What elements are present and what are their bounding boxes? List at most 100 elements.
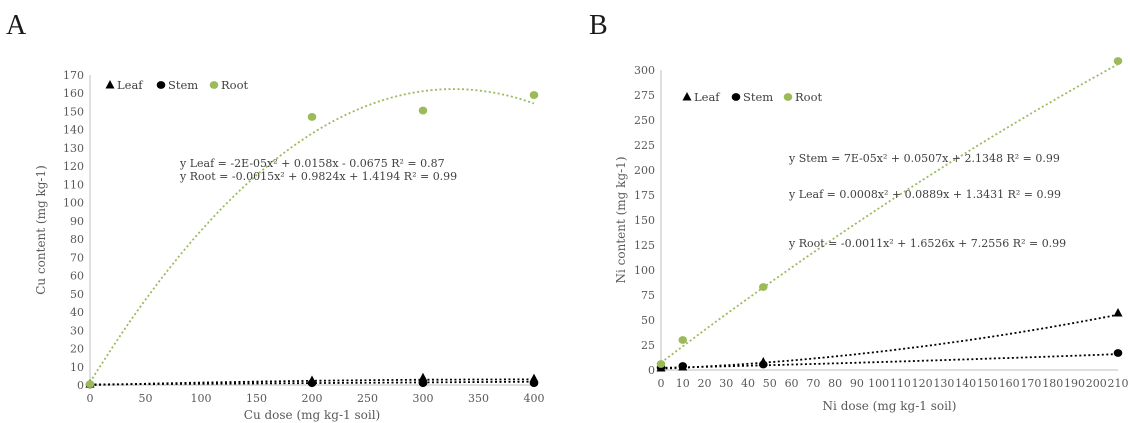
x-axis-label: Cu dose (mg kg-1 soil) xyxy=(244,408,380,422)
x-tick-label: 130 xyxy=(933,377,954,390)
x-tick-label: 200 xyxy=(1086,377,1107,390)
x-tick-label: 180 xyxy=(1042,377,1063,390)
y-tick-label: 200 xyxy=(634,164,655,177)
y-tick-label: 275 xyxy=(634,89,655,102)
y-tick-label: 110 xyxy=(63,178,84,191)
x-tick-label: 400 xyxy=(524,392,545,405)
trend-equation: y Root = -0.0015x² + 0.9824x + 1.4194 R²… xyxy=(179,170,457,183)
trendline-root xyxy=(89,88,535,383)
point-root xyxy=(307,113,317,121)
x-tick-label: 160 xyxy=(999,377,1020,390)
point-root xyxy=(656,360,666,368)
x-tick-label: 60 xyxy=(785,377,799,390)
y-tick-label: 20 xyxy=(70,343,84,356)
legend-label-stem: Stem xyxy=(168,78,198,92)
y-tick-label: 175 xyxy=(634,189,655,202)
trend-equation: y Leaf = -2E-05x² + 0.0158x - 0.0675 R² … xyxy=(179,157,445,170)
y-tick-label: 0 xyxy=(77,379,84,392)
point-root xyxy=(85,380,95,388)
legend-marker-stem xyxy=(156,81,166,89)
x-tick-label: 50 xyxy=(763,377,777,390)
y-tick-label: 0 xyxy=(648,364,655,377)
x-tick-label: 170 xyxy=(1020,377,1041,390)
point-root xyxy=(678,336,688,344)
x-tick-label: 20 xyxy=(698,377,712,390)
x-tick-label: 100 xyxy=(191,392,212,405)
x-tick-label: 300 xyxy=(413,392,434,405)
x-tick-label: 210 xyxy=(1108,377,1129,390)
trend-equation: y Root = -0.0011x² + 1.6526x + 7.2556 R²… xyxy=(788,237,1066,250)
point-root xyxy=(529,91,539,99)
point-root xyxy=(758,283,768,291)
point-stem xyxy=(1113,349,1123,357)
point-stem xyxy=(529,379,539,388)
y-axis-label: Cu content (mg kg-1) xyxy=(34,165,48,295)
panel-b: B 0 25 50 75 100 125 150 175 200 225 250 275 300 0 10 2… xyxy=(589,10,1129,413)
legend-label-stem: Stem xyxy=(743,90,773,104)
y-tick-label: 75 xyxy=(641,289,655,302)
point-leaf xyxy=(1113,308,1123,317)
legend-label-leaf: Leaf xyxy=(694,90,720,104)
x-tick-label: 30 xyxy=(719,377,733,390)
x-tick-label: 90 xyxy=(850,377,864,390)
x-tick-label: 50 xyxy=(139,392,153,405)
panel-a: A 0 10 20 30 40 50 60 70 80 90 100 110 120 130 140 150 1… xyxy=(6,10,545,422)
legend-marker-root xyxy=(209,81,219,89)
x-tick-label: 150 xyxy=(977,377,998,390)
trendline-stem xyxy=(660,353,1119,369)
x-tick-label: 100 xyxy=(868,377,889,390)
trend-equation: y Stem = 7E-05x² + 0.0507x + 2.1348 R² =… xyxy=(788,152,1060,165)
point-root xyxy=(418,106,428,115)
legend-marker-root xyxy=(783,93,793,101)
x-tick-label: 70 xyxy=(806,377,820,390)
y-tick-label: 10 xyxy=(70,361,84,374)
y-tick-label: 300 xyxy=(634,64,655,77)
y-tick-label: 100 xyxy=(634,264,655,277)
x-tick-label: 350 xyxy=(468,392,489,405)
point-stem xyxy=(758,360,768,369)
point-stem xyxy=(418,379,428,388)
y-tick-label: 60 xyxy=(70,270,84,283)
legend-label-root: Root xyxy=(221,78,249,92)
legend-label-leaf: Leaf xyxy=(117,78,143,92)
x-tick-label: 120 xyxy=(912,377,933,390)
y-tick-label: 70 xyxy=(70,251,84,264)
y-tick-label: 30 xyxy=(70,324,84,337)
legend-marker-stem xyxy=(731,93,741,101)
x-tick-label: 80 xyxy=(828,377,842,390)
x-tick-label: 250 xyxy=(357,392,378,405)
y-tick-label: 170 xyxy=(63,69,84,82)
point-stem xyxy=(678,362,688,370)
y-tick-label: 90 xyxy=(70,215,84,228)
y-tick-label: 250 xyxy=(634,114,655,127)
y-tick-label: 50 xyxy=(641,314,655,327)
x-tick-label: 10 xyxy=(676,377,690,390)
legend-marker-leaf xyxy=(682,92,692,101)
y-tick-label: 125 xyxy=(634,239,655,252)
trendline-root xyxy=(660,63,1119,364)
trendline-leaf xyxy=(660,313,1119,370)
panel-letter-a: A xyxy=(6,10,27,41)
x-tick-label: 110 xyxy=(890,377,911,390)
y-tick-label: 225 xyxy=(634,139,655,152)
y-tick-label: 100 xyxy=(63,197,84,210)
y-tick-label: 150 xyxy=(634,214,655,227)
point-root xyxy=(1113,57,1123,65)
trend-equation: y Leaf = 0.0008x² + 0.0889x + 1.3431 R² … xyxy=(788,188,1061,201)
y-tick-label: 140 xyxy=(63,124,84,137)
y-tick-label: 150 xyxy=(63,105,84,118)
legend-label-root: Root xyxy=(795,90,823,104)
point-stem xyxy=(307,379,317,388)
x-tick-label: 0 xyxy=(658,377,665,390)
x-tick-label: 190 xyxy=(1064,377,1085,390)
y-tick-label: 80 xyxy=(70,233,84,246)
x-tick-label: 0 xyxy=(87,392,94,405)
y-tick-label: 25 xyxy=(641,339,655,352)
panel-letter-b: B xyxy=(589,10,608,41)
point-leaf xyxy=(418,372,428,382)
y-tick-label: 130 xyxy=(63,142,84,155)
x-tick-label: 40 xyxy=(741,377,755,390)
x-tick-label: 150 xyxy=(246,392,267,405)
x-tick-label: 140 xyxy=(955,377,976,390)
